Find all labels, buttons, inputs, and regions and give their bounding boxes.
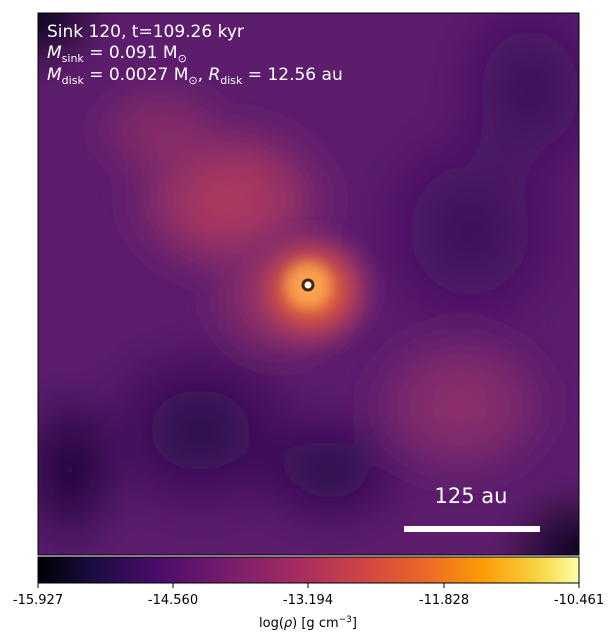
density-map: 125 au Sink 120, t=109.26 kyr Msink = 0.… xyxy=(38,13,579,555)
sink-title: Sink 120, t=109.26 kyr xyxy=(47,22,244,42)
colorbar xyxy=(37,556,580,584)
scale-bar xyxy=(404,526,540,532)
colorbar-ticks xyxy=(37,583,580,588)
sink-marker xyxy=(301,278,315,292)
colorbar-label: log(ρ) [g cm−3] xyxy=(259,615,357,631)
colorbar-tick-label: -13.194 xyxy=(283,593,333,608)
disk-properties-label: Mdisk = 0.0027 M⊙, Rdisk = 12.56 au xyxy=(47,65,343,87)
colorbar-tick-label: -15.927 xyxy=(13,593,63,608)
colorbar-tick-label: -14.560 xyxy=(148,593,198,608)
sink-mass-label: Msink = 0.091 M⊙ xyxy=(47,43,187,65)
panel-frame xyxy=(37,12,580,556)
colorbar-tick-label: -10.461 xyxy=(554,593,604,608)
colorbar-tick-label: -11.828 xyxy=(419,593,469,608)
scale-bar-label: 125 au xyxy=(435,484,508,508)
